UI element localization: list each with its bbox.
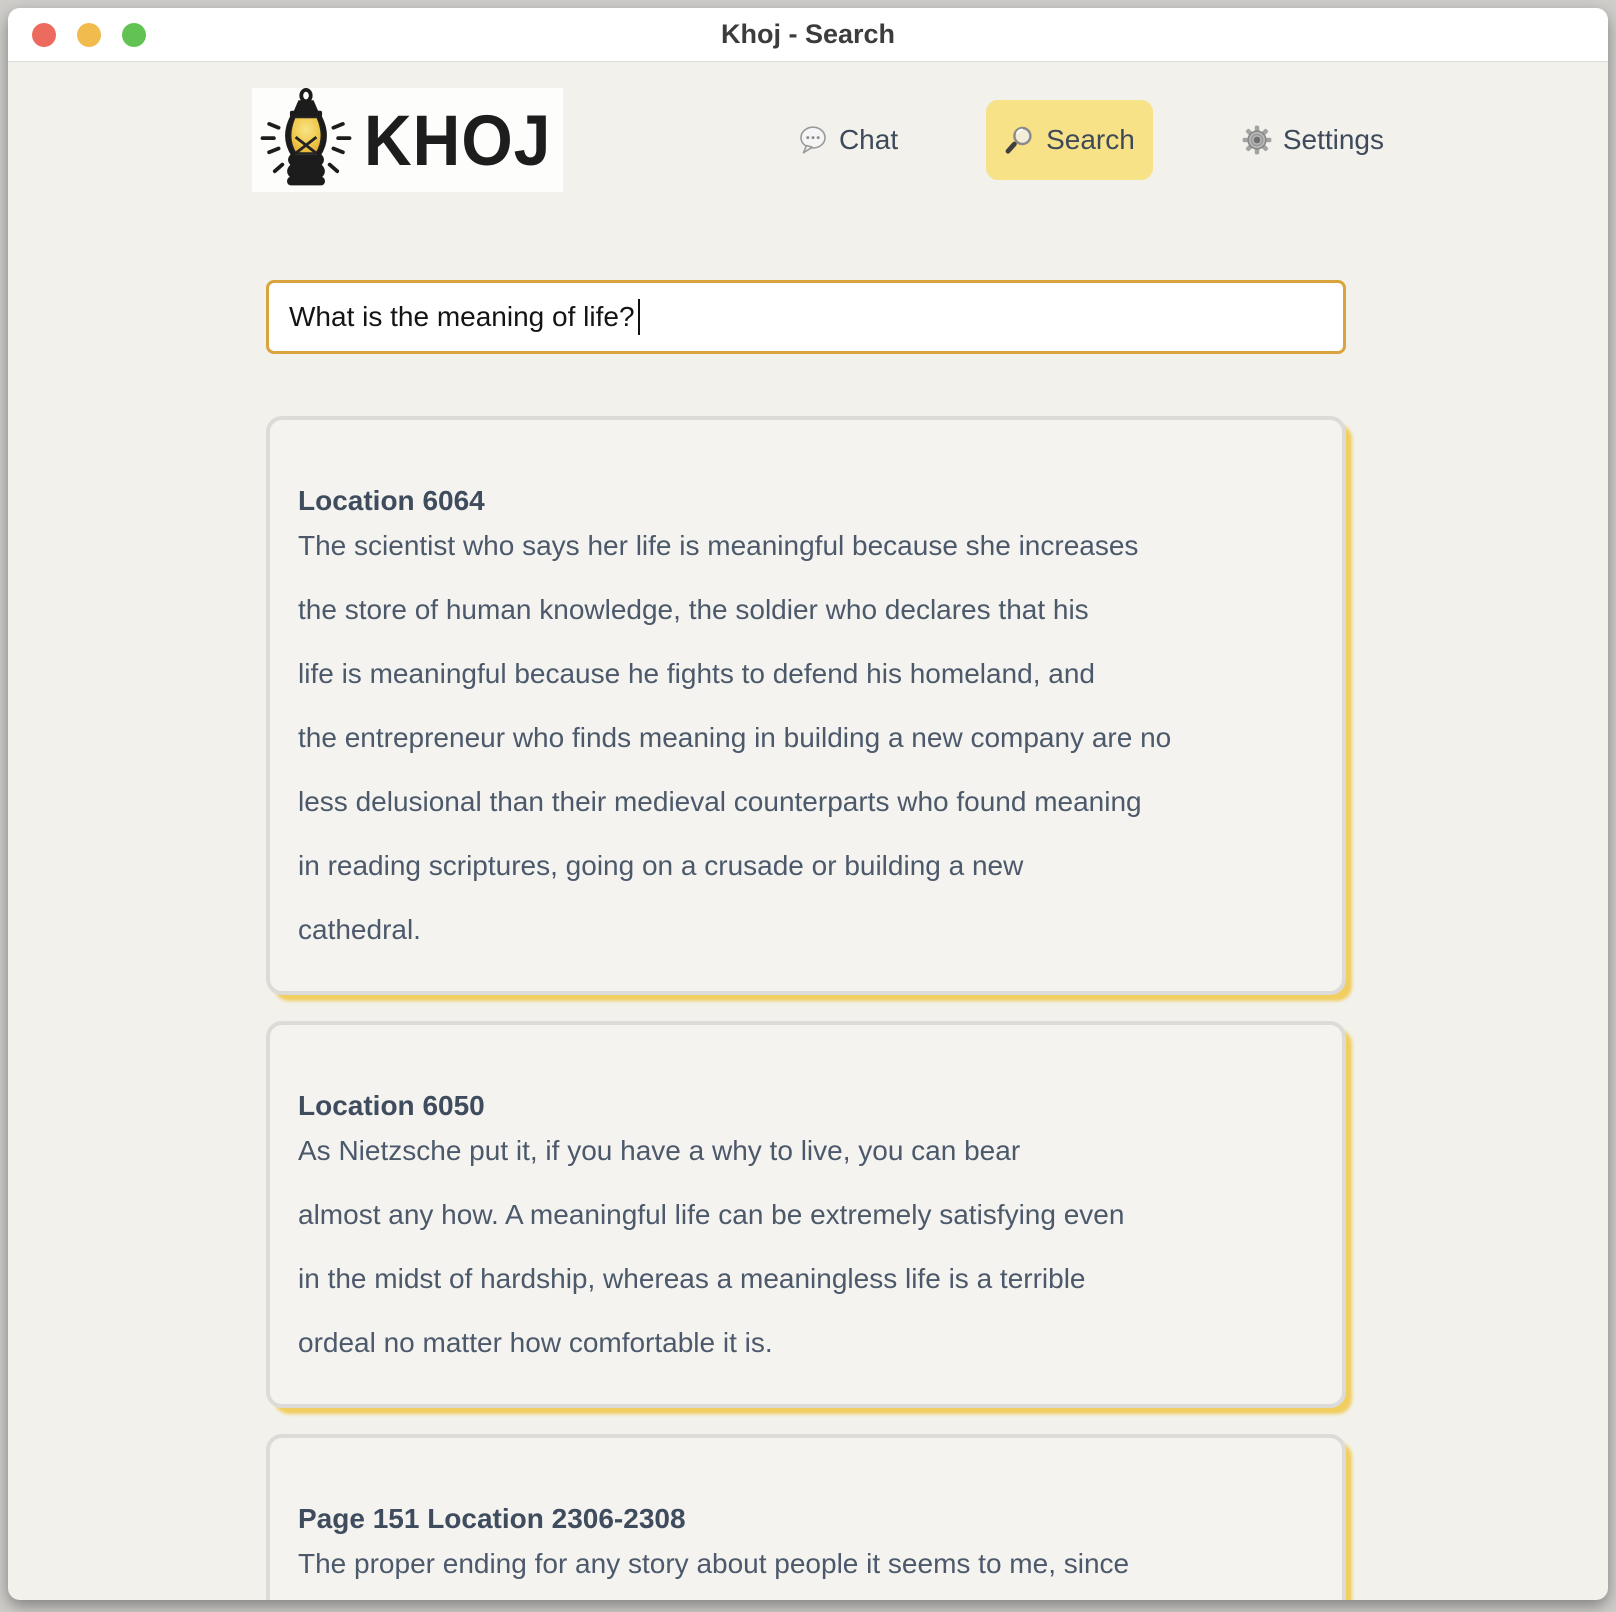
chat-bubble-icon [797, 124, 829, 156]
traffic-lights [32, 8, 146, 62]
result-line: the entrepreneur who finds meaning in bu… [298, 722, 1172, 753]
result-line: As Nietzsche put it, if you have a why t… [298, 1135, 1021, 1166]
results-list: Location 6064 The scientist who says her… [266, 416, 1346, 1600]
search-query-text: What is the meaning of life? [289, 301, 635, 332]
result-line: in reading scriptures, going on a crusad… [298, 850, 1024, 881]
result-line: The proper ending for any story about pe… [298, 1548, 1130, 1579]
logo-text: KHOJ [364, 100, 552, 180]
window-title: Khoj - Search [720, 19, 896, 49]
nav-settings[interactable]: Settings [1223, 100, 1402, 180]
result-line: cathedral. [298, 914, 421, 945]
khoj-logo: KHOJ [252, 88, 564, 192]
result-card[interactable]: Page 151 Location 2306-2308 The proper e… [266, 1434, 1346, 1600]
result-body: The scientist who says her life is meani… [298, 531, 1312, 945]
nav-settings-label: Settings [1282, 124, 1384, 155]
nav-search[interactable]: Search [986, 100, 1153, 180]
result-line: life is meaningful because he fights to … [298, 658, 1095, 689]
result-heading: Location 6050 [298, 1090, 485, 1121]
nav-search-label: Search [1046, 124, 1135, 155]
result-heading: Page 151 Location 2306-2308 [298, 1503, 686, 1534]
lantern-icon [258, 88, 354, 192]
minimize-button[interactable] [77, 23, 101, 47]
result-heading: Location 6064 [298, 485, 485, 516]
result-card[interactable]: Location 6050 As Nietzsche put it, if yo… [266, 1021, 1346, 1408]
titlebar: Khoj - Search [8, 8, 1608, 62]
result-line: The scientist who says her life is meani… [298, 530, 1139, 561]
result-card[interactable]: Location 6064 The scientist who says her… [266, 416, 1346, 995]
gear-icon [1241, 124, 1273, 156]
result-line: less delusional than their medieval coun… [298, 786, 1142, 817]
search-input[interactable]: What is the meaning of life? [266, 280, 1346, 354]
close-button[interactable] [32, 23, 56, 47]
result-line: in the midst of hardship, whereas a mean… [298, 1263, 1086, 1294]
magnifier-icon [1004, 124, 1036, 156]
result-body: The proper ending for any story about pe… [298, 1549, 1312, 1579]
page-header: KHOJ Chat [252, 88, 1384, 192]
result-line: ordeal no matter how comfortable it is. [298, 1327, 773, 1358]
text-caret [637, 299, 640, 335]
result-line: almost any how. A meaningful life can be… [298, 1199, 1125, 1230]
app-window: Khoj - Search [8, 8, 1608, 1600]
result-line: the store of human knowledge, the soldie… [298, 594, 1089, 625]
nav-chat[interactable]: Chat [779, 100, 916, 180]
main-nav: Chat Search [779, 100, 1402, 180]
zoom-button[interactable] [122, 23, 146, 47]
nav-chat-label: Chat [838, 124, 899, 155]
result-body: As Nietzsche put it, if you have a why t… [298, 1136, 1312, 1358]
